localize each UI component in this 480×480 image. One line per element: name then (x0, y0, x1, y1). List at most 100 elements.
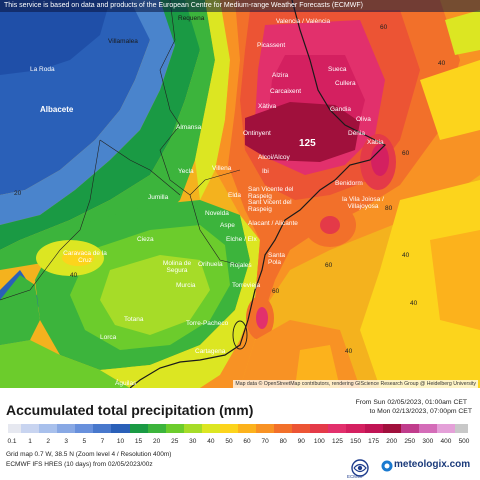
ecmwf-logo-icon (351, 459, 369, 477)
legend-label: 1 (28, 438, 32, 445)
legend-color-swatch (382, 424, 401, 433)
city-sant-vicent: Sant Vicent del Raspeig (248, 199, 292, 213)
period-from: From Sun 02/05/2023, 01:00am CET (355, 399, 468, 406)
legend-label: 200 (386, 438, 398, 445)
legend-color-swatch (8, 424, 22, 433)
legend-label: 90 (297, 438, 305, 445)
contour-label: 60 (402, 150, 410, 157)
legend-label: 15 (134, 438, 143, 445)
city-ibi: Ibi (262, 168, 269, 175)
legend-color-swatch (75, 424, 94, 433)
contour-label: 40 (70, 272, 78, 279)
legend-label: 175 (368, 438, 380, 445)
model-info: ECMWF IFS HRES (10 days) from 02/05/2023… (6, 461, 153, 468)
legend-color-swatch (256, 424, 275, 433)
city-sueca: Sueca (328, 66, 347, 73)
contour-label: 40 (345, 348, 353, 355)
legend-label: 30 (189, 438, 197, 445)
legend-label: 80 (279, 438, 287, 445)
legend-color-swatch (93, 424, 112, 433)
legend-color-swatch (219, 424, 238, 433)
city-benidorm: Benidorm (335, 180, 363, 187)
city-carcaixent: Carcaixent (270, 88, 302, 95)
legend-label: 25 (171, 438, 179, 445)
contour-label: 40 (402, 252, 410, 259)
city-xativa: Xàtiva (258, 103, 277, 110)
contour-label: 60 (325, 262, 333, 269)
city-valencia: Valencia / València (275, 18, 331, 25)
city-totana: Totana (124, 316, 144, 323)
legend-label: 300 (422, 438, 434, 445)
brand-link[interactable]: meteologix.com (394, 459, 471, 470)
legend-color-swatch (454, 424, 468, 433)
city-torre-pacheco: Torre-Pacheco (186, 320, 229, 327)
legend-label: 500 (458, 438, 470, 445)
period-to: to Mon 02/13/2023, 07:00pm CET (369, 407, 472, 415)
legend-color-swatch (165, 424, 184, 433)
color-legend (4, 422, 476, 436)
city-oliva: Oliva (356, 116, 371, 123)
city-novelda: Novelda (205, 210, 229, 217)
city-caravaca: Caravaca de la Cruz (63, 250, 107, 264)
city-picassent: Picassent (257, 42, 286, 49)
city-alzira: Alzira (272, 72, 289, 79)
legend-color-swatch (346, 424, 365, 433)
city-orihuela: Orihuela (198, 261, 223, 268)
legend-label: 50 (225, 438, 233, 445)
contour-label: 40 (410, 300, 418, 307)
data-source-note: This service is based on data and produc… (0, 0, 480, 12)
precipitation-map[interactable]: This service is based on data and produc… (0, 0, 480, 388)
ecmwf-logo-text: ECMWF (347, 474, 364, 479)
legend-label: 40 (207, 438, 215, 445)
legend-label: 250 (404, 438, 416, 445)
city-cullera: Cullera (335, 80, 356, 87)
city-yecla: Yecla (178, 168, 194, 175)
legend-color-swatch (274, 424, 293, 433)
city-ontinyent: Ontinyent (243, 130, 271, 137)
city-gandia: Gandia (330, 106, 351, 113)
legend-label: 0.1 (7, 438, 17, 445)
legend-label: 10 (116, 438, 125, 445)
legend-color-swatch (238, 424, 257, 433)
legend-color-swatch (39, 424, 58, 433)
legend-color-swatch (436, 424, 455, 433)
legend-label: 60 (243, 438, 251, 445)
city-elda: Elda (228, 192, 242, 199)
chart-title: Accumulated total precipitation (mm) (6, 402, 254, 418)
city-requena: Requena (178, 15, 205, 22)
city-villamalea: Villamalea (108, 38, 138, 45)
city-vila-joiosa: la Vila Joiosa / Villajoyosa (342, 196, 384, 210)
legend-color-swatch (201, 424, 220, 433)
legend-color-swatch (147, 424, 166, 433)
legend-color-swatch (57, 424, 76, 433)
precipitation-field (0, 0, 480, 388)
city-elche: Elche / Elx (226, 236, 257, 243)
city-aguilas: Águilas (115, 380, 137, 387)
legend-label: 3 (64, 438, 69, 445)
city-alacant: Alacant / Alicante (248, 220, 298, 227)
legend-label: 20 (153, 438, 161, 445)
city-xabia: Xàbia (367, 139, 384, 146)
legend-label: 400 (440, 438, 452, 445)
city-santa-pola: Santa Pola (268, 252, 285, 266)
city-villena: Villena (212, 165, 232, 172)
legend-label: 125 (332, 438, 343, 445)
legend-color-swatch (111, 424, 130, 433)
max-value-label: 125 (299, 138, 316, 149)
meteologix-logo-icon (381, 460, 393, 472)
forecast-period: From Sun 02/05/2023, 01:00am CET to Mon … (356, 399, 472, 416)
legend-label: 5 (82, 438, 87, 445)
legend-color-swatch (400, 424, 419, 433)
contour-label: 40 (438, 60, 446, 67)
legend-color-swatch (129, 424, 148, 433)
city-la-roda: La Roda (30, 66, 55, 73)
legend-color-swatch (21, 424, 40, 433)
city-san-vicente: San Vicente del Raspeig (248, 186, 294, 200)
contour-label: 80 (385, 205, 393, 212)
legend-color-swatch (418, 424, 437, 433)
city-cieza: Cieza (137, 236, 154, 243)
city-almansa: Almansa (176, 124, 202, 131)
legend-label: 70 (261, 438, 269, 445)
contour-label: 60 (380, 24, 388, 31)
city-torrevieja: Torrevieja (232, 282, 261, 289)
